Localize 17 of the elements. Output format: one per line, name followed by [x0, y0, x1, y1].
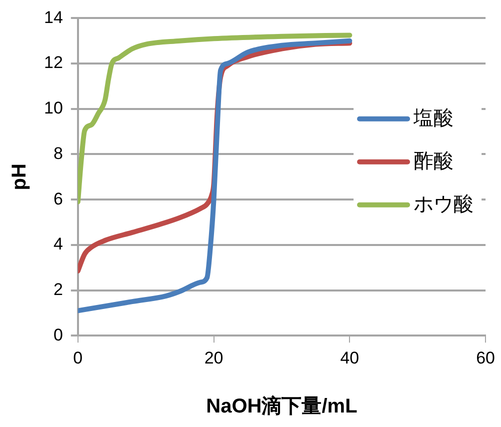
legend-label: 塩酸: [412, 107, 454, 130]
y-tick-label: 10: [44, 98, 63, 118]
y-tick-label: 8: [53, 144, 63, 163]
x-axis-title: NaOH滴下量/mL: [206, 394, 358, 418]
x-tick-label: 60: [476, 348, 496, 368]
y-axis-title: pH: [8, 164, 31, 190]
legend-label: 酢酸: [414, 150, 454, 172]
x-tick-label: 40: [340, 348, 360, 368]
y-tick-label: 4: [53, 234, 63, 254]
y-tick-label: 0: [53, 325, 63, 344]
y-tick-label: 2: [53, 280, 63, 299]
x-tick-label: 0: [73, 348, 83, 368]
legend-label: ホウ酸: [414, 193, 474, 216]
y-tick-label: 6: [53, 189, 63, 208]
x-tick-label: 20: [204, 348, 224, 368]
y-tick-label: 14: [44, 8, 63, 27]
y-tick-label: 12: [44, 53, 63, 72]
